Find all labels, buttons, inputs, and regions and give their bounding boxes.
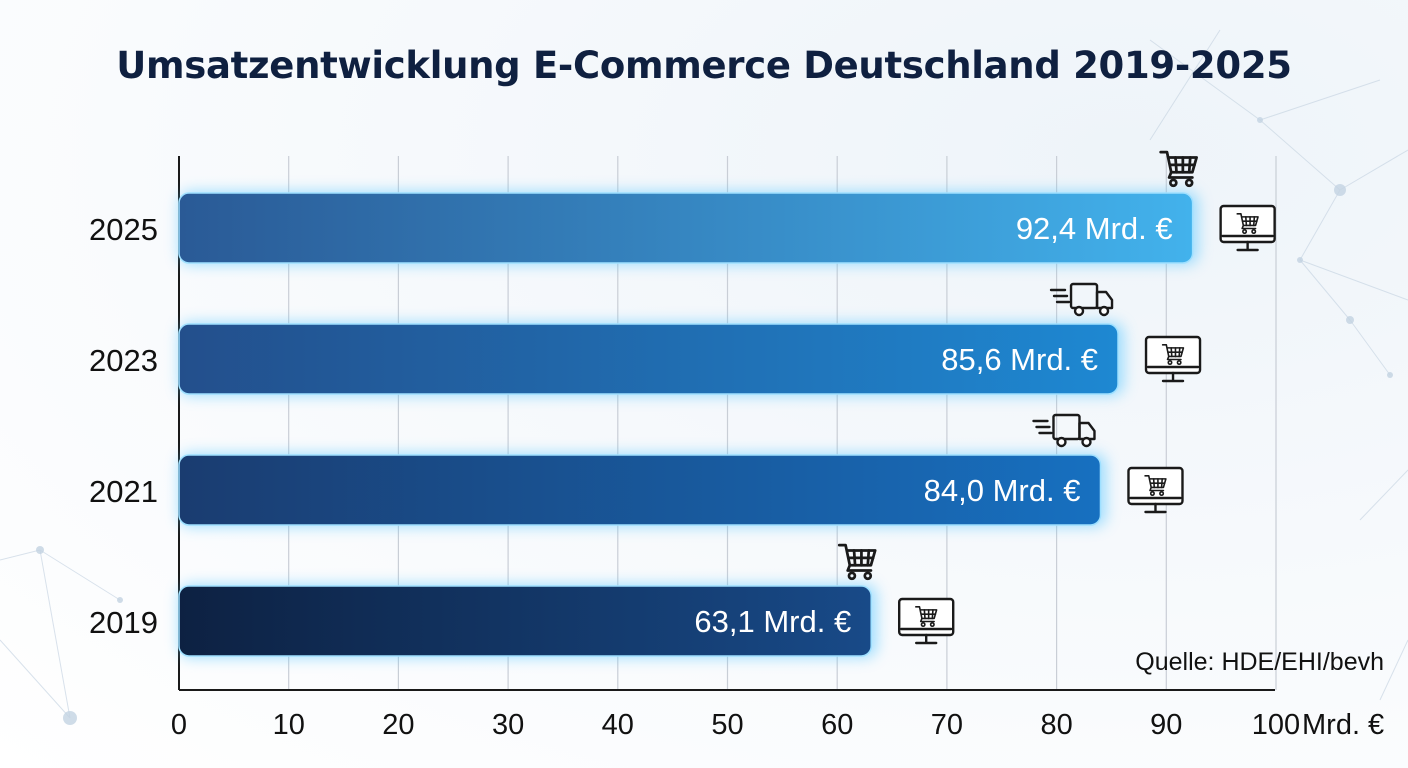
delivery-truck-icon <box>1049 282 1114 317</box>
monitor-cart-icon <box>898 597 955 645</box>
x-tick-label: 40 <box>602 709 634 741</box>
x-tick-label: 30 <box>492 709 524 741</box>
bar-value-label: 84,0 Mrd. € <box>924 473 1081 508</box>
x-unit-label: Mrd. € <box>1302 709 1384 741</box>
bar-2023 <box>178 323 1119 395</box>
x-tick-label: 90 <box>1150 709 1182 741</box>
category-labels: 2025 2023 2021 2019 <box>89 212 158 640</box>
bar-2021 <box>178 454 1102 526</box>
x-tick-label: 100 <box>1252 709 1300 741</box>
bar-value-label: 63,1 Mrd. € <box>694 604 851 639</box>
source-note: Quelle: HDE/EHI/bevh <box>1135 648 1384 676</box>
category-label: 2019 <box>89 605 158 640</box>
category-label: 2023 <box>89 343 158 378</box>
bar-value-label: 92,4 Mrd. € <box>1016 211 1173 246</box>
monitor-cart-icon <box>1219 204 1276 252</box>
x-tick-label: 80 <box>1040 709 1072 741</box>
monitor-cart-icon <box>1127 466 1184 514</box>
x-tick-label: 50 <box>711 709 743 741</box>
x-tick-labels: 0 10 20 30 40 50 60 70 80 90 100 Mrd. € <box>171 709 1384 741</box>
x-tick-label: 70 <box>931 709 963 741</box>
chart-title: Umsatzentwicklung E-Commerce Deutschland… <box>116 44 1292 87</box>
x-tick-label: 20 <box>382 709 414 741</box>
icons-group <box>837 150 1276 645</box>
delivery-truck-icon <box>1032 413 1096 448</box>
x-tick-label: 10 <box>273 709 305 741</box>
bar-value-label: 85,6 Mrd. € <box>941 342 1098 377</box>
monitor-cart-icon <box>1144 335 1202 383</box>
bar-2025 <box>178 192 1194 264</box>
bar-2019 <box>178 585 872 657</box>
shopping-cart-icon <box>837 543 877 581</box>
bars-group: 92,4 Mrd. € 85,6 Mrd. € 84,0 Mrd. € 63,1 Mr… <box>178 191 1199 658</box>
x-tick-label: 0 <box>171 709 187 741</box>
category-label: 2021 <box>89 474 158 509</box>
category-label: 2025 <box>89 212 158 247</box>
x-tick-label: 60 <box>821 709 853 741</box>
shopping-cart-icon <box>1159 150 1198 188</box>
